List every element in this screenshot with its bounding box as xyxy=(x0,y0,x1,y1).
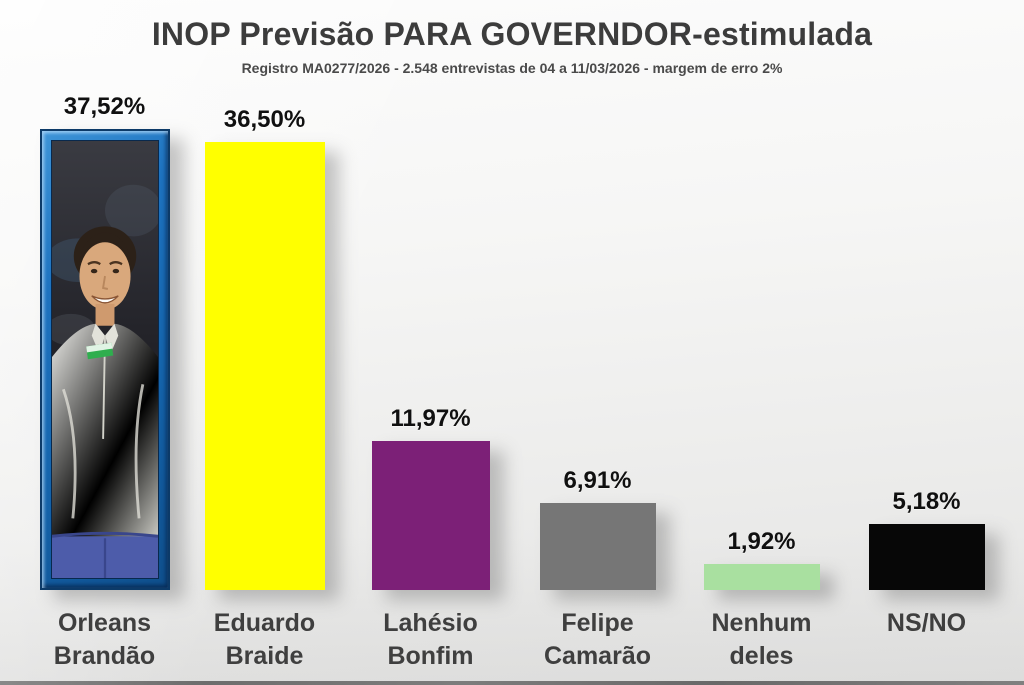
category-line2: Braide xyxy=(225,642,304,670)
chart-title: INOP Previsão PARA GOVERNDOR-estimulada xyxy=(151,16,873,52)
value-label: 11,97% xyxy=(390,405,471,432)
value-label: 37,52% xyxy=(63,93,146,120)
category-line2: Bonfim xyxy=(387,642,474,670)
chart-subtitle: Registro MA0277/2026 - 2.548 entrevistas… xyxy=(241,60,783,76)
category-label: Nenhum deles xyxy=(679,607,844,673)
category-line2: Camarão xyxy=(544,642,651,670)
category-label: Lahésio Bonfim xyxy=(348,607,513,673)
category-line1: Felipe xyxy=(561,609,634,637)
category-line2: deles xyxy=(729,642,794,670)
category-line1: Nenhum xyxy=(711,609,812,637)
bar-group-eduardo-braide: 36,50% Eduardo Braide xyxy=(182,0,347,685)
category-line1: Lahésio xyxy=(383,609,478,637)
value-label: 36,50% xyxy=(223,106,306,133)
category-label: Eduardo Braide xyxy=(182,607,347,673)
category-label: Felipe Camarão xyxy=(515,607,680,673)
bar-group-nenhum-deles: 1,92% Nenhum deles xyxy=(679,0,844,685)
bar-ns-no xyxy=(868,524,985,590)
category-line1: Eduardo xyxy=(213,609,316,637)
category-line1: Orleans xyxy=(57,609,152,637)
bar-eduardo-braide xyxy=(204,142,325,590)
bar-lahesio-bonfim xyxy=(371,441,490,590)
candidate-photo-bar xyxy=(39,129,170,590)
bar-felipe-camarao xyxy=(539,503,656,590)
category-line1: NS/NO xyxy=(886,609,967,637)
candidate-photo xyxy=(50,140,159,579)
category-label: Orleans Brandão xyxy=(22,607,187,673)
category-label: NS/NO xyxy=(844,607,1009,640)
value-label: 6,91% xyxy=(563,467,632,494)
value-label: 1,92% xyxy=(727,528,796,555)
bar-group-felipe-camarao: 6,91% Felipe Camarão xyxy=(515,0,680,685)
bar-group-lahesio-bonfim: 11,97% Lahésio Bonfim xyxy=(348,0,513,685)
category-line2: Brandão xyxy=(53,642,156,670)
bar-group-orleans-brandao: 37,52% xyxy=(22,0,187,685)
bar-nenhum-deles xyxy=(703,564,820,590)
value-label: 5,18% xyxy=(892,488,961,515)
bar-group-ns-no: 5,18% NS/NO xyxy=(844,0,1009,685)
video-bottom-edge xyxy=(0,681,1024,685)
